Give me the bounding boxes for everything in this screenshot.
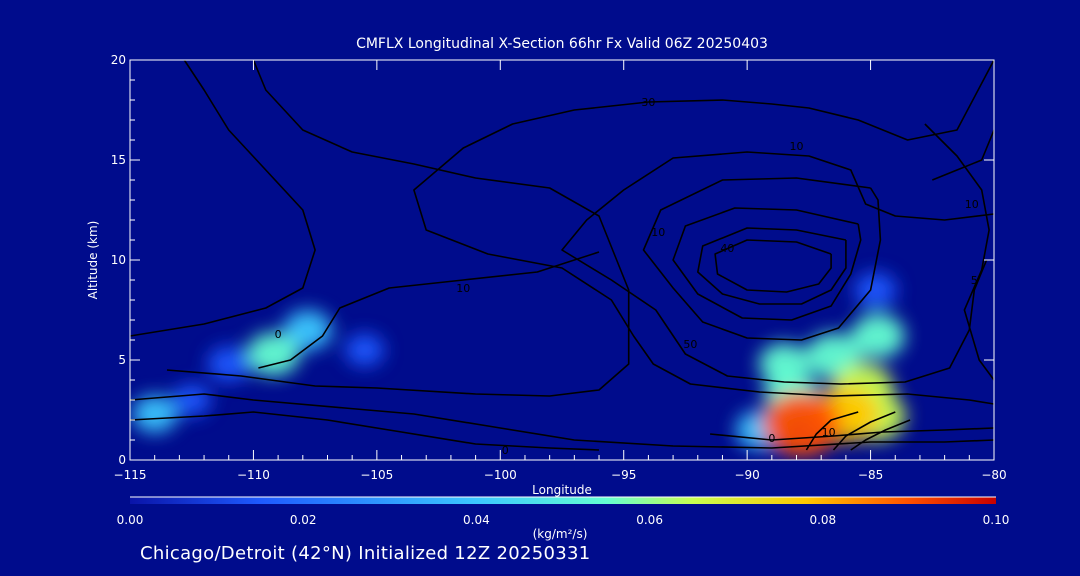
flux-region — [854, 272, 897, 308]
contour-line — [931, 129, 994, 181]
contour-line — [850, 419, 911, 451]
footer-init-label: Chicago/Detroit (42°N) Initialized 12Z 2… — [140, 543, 591, 564]
contour-line — [696, 227, 847, 305]
colorbar-tick-label: 0.02 — [290, 513, 317, 527]
colorbar-ticks: 0.00 0.02 0.04 0.06 0.08 0.10 — [117, 513, 1010, 527]
x-tick-label: −85 — [858, 468, 883, 482]
flux-region — [851, 313, 905, 359]
y-tick-label: 0 — [118, 453, 126, 467]
colorbar-tick-label: 0.10 — [983, 513, 1010, 527]
contour-line — [672, 207, 862, 321]
x-tick-label: −110 — [237, 468, 270, 482]
colorbar-tick-label: 0.00 — [117, 513, 144, 527]
contour-line — [710, 427, 994, 441]
contour-label: 0 — [502, 444, 509, 457]
chart-title: CMFLX Longitudinal X-Section 66hr Fx Val… — [356, 36, 768, 52]
y-tick-label: 20 — [111, 53, 126, 67]
contour-line — [130, 411, 600, 451]
x-axis-title: Longitude — [532, 483, 592, 497]
contour-line — [832, 411, 896, 451]
flux-field — [132, 272, 906, 457]
contour-labels: 30 10 0 10 10 10 40 50 0 0 10 5 — [275, 96, 979, 457]
colorbar-tick-label: 0.06 — [636, 513, 663, 527]
flux-region — [283, 310, 332, 350]
x-tick-label: −95 — [611, 468, 636, 482]
contour-label: 0 — [768, 432, 775, 445]
colorbar-tick-label: 0.04 — [463, 513, 490, 527]
contour-lines — [130, 60, 994, 451]
colorbar — [130, 497, 996, 504]
y-tick-label: 10 — [111, 253, 126, 267]
contour-line — [130, 60, 316, 337]
flux-region — [207, 346, 250, 382]
x-tick-label: −90 — [734, 468, 759, 482]
x-tick-label: −100 — [484, 468, 517, 482]
contour-label: 10 — [651, 226, 665, 239]
x-tick-label: −80 — [981, 468, 1006, 482]
flux-region — [132, 395, 178, 433]
flux-region — [246, 332, 300, 376]
contour-label: 0 — [275, 328, 282, 341]
contour-label: 10 — [822, 426, 836, 439]
y-tick-label: 15 — [111, 153, 126, 167]
x-tick-label: −115 — [114, 468, 147, 482]
contour-label: 10 — [790, 140, 804, 153]
colorbar-tick-label: 0.08 — [809, 513, 836, 527]
y-tick-label: 5 — [118, 353, 126, 367]
x-tick-label: −105 — [360, 468, 393, 482]
contour-label: 5 — [971, 274, 978, 287]
axis-ticks: −115 −110 −105 −100 −95 −90 −85 −80 0 5 10 15 20 — [111, 53, 1007, 482]
contour-label: 30 — [641, 96, 655, 109]
colorbar-unit-label: (kg/m²/s) — [532, 527, 588, 541]
contour-label: 10 — [965, 198, 979, 211]
flux-region — [172, 384, 211, 416]
contour-label: 50 — [683, 338, 697, 351]
y-axis-title: Altitude (km) — [86, 221, 100, 300]
flux-region — [344, 333, 385, 367]
contour-line — [413, 60, 994, 405]
contour-label: 10 — [456, 282, 470, 295]
contour-line — [130, 393, 994, 449]
contour-line — [258, 251, 600, 369]
contour-line — [642, 177, 882, 341]
contour-label: 40 — [720, 242, 734, 255]
contour-line — [924, 123, 994, 381]
contour-line — [714, 239, 832, 293]
contour-line — [805, 411, 859, 451]
contour-line — [166, 60, 630, 397]
